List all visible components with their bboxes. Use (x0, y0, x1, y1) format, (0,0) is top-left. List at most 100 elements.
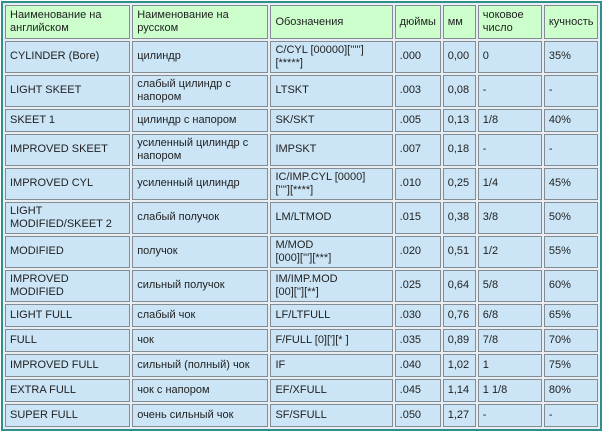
cell-mm: 1,14 (442, 378, 476, 402)
cell-designation: EF/XFULL (270, 378, 393, 402)
cell-russian: получок (132, 235, 269, 268)
cell-choke-number: 1/4 (477, 167, 542, 200)
cell-mm: 0,08 (442, 74, 476, 107)
table-row: SUPER FULL очень сильный чок SF/SFULL .050 1… (5, 403, 598, 427)
header-mm: мм (442, 5, 476, 39)
cell-english: EXTRA FULL (5, 378, 131, 402)
cell-inches: .035 (394, 328, 441, 352)
cell-mm: 0,76 (442, 303, 476, 327)
table-row: LIGHT MODIFIED/SKEET 2 слабый получок LM/L… (5, 201, 598, 234)
cell-choke-number: 1 1/8 (477, 378, 542, 402)
cell-english: LIGHT MODIFIED/SKEET 2 (5, 201, 131, 234)
header-inches: дюймы (394, 5, 441, 39)
cell-english: IMPROVED SKEET (5, 133, 131, 166)
cell-pattern: - (543, 403, 598, 427)
cell-inches: .005 (394, 108, 441, 132)
cell-pattern: 60% (543, 269, 598, 302)
cell-pattern: 70% (543, 328, 598, 352)
table-row: CYLINDER (Bore) цилиндр C/CYL [00000][''''… (5, 41, 598, 73)
cell-inches: .025 (394, 269, 441, 302)
header-pattern: кучность (543, 5, 598, 39)
cell-english: MODIFIED (5, 235, 131, 268)
cell-designation: IC/IMP.CYL [0000] [''''][****] (270, 167, 393, 200)
cell-pattern: - (543, 133, 598, 166)
cell-inches: .010 (394, 167, 441, 200)
cell-inches: .007 (394, 133, 441, 166)
cell-mm: 0,64 (442, 269, 476, 302)
cell-russian: усиленный цилиндр (132, 167, 269, 200)
cell-mm: 0,00 (442, 41, 476, 73)
table-row: IMPROVED CYL усиленный цилиндр IC/IMP.CYL … (5, 167, 598, 200)
cell-mm: 0,18 (442, 133, 476, 166)
table-row: IMPROVED MODIFIED сильный получок IM/IMP.M… (5, 269, 598, 302)
cell-choke-number: 6/8 (477, 303, 542, 327)
cell-english: IMPROVED FULL (5, 353, 131, 377)
cell-russian: слабый чок (132, 303, 269, 327)
cell-choke-number: 1/8 (477, 108, 542, 132)
cell-english: LIGHT SKEET (5, 74, 131, 107)
cell-mm: 0,13 (442, 108, 476, 132)
cell-designation: C/CYL [00000]['''''] [*****] (270, 41, 393, 73)
cell-designation: SF/SFULL (270, 403, 393, 427)
cell-pattern: 75% (543, 353, 598, 377)
cell-mm: 0,38 (442, 201, 476, 234)
cell-designation: LM/LTMOD (270, 201, 393, 234)
header-english: Наименование на английском (5, 5, 131, 39)
cell-designation: LTSKT (270, 74, 393, 107)
cell-inches: .020 (394, 235, 441, 268)
cell-english: LIGHT FULL (5, 303, 131, 327)
table-row: LIGHT FULL слабый чок LF/LTFULL .030 0,76 6/8… (5, 303, 598, 327)
cell-russian: сильный (полный) чок (132, 353, 269, 377)
header-russian: Наименование на русском (132, 5, 269, 39)
cell-choke-number: 5/8 (477, 269, 542, 302)
cell-russian: чок (132, 328, 269, 352)
cell-russian: очень сильный чок (132, 403, 269, 427)
cell-pattern: 80% (543, 378, 598, 402)
cell-pattern: 40% (543, 108, 598, 132)
table-row: MODIFIED получок M/MOD [000]['''][***] .020… (5, 235, 598, 268)
cell-choke-number: 1/2 (477, 235, 542, 268)
cell-pattern: 45% (543, 167, 598, 200)
cell-english: CYLINDER (Bore) (5, 41, 131, 73)
cell-designation: IM/IMP.MOD [00][''][**] (270, 269, 393, 302)
cell-designation: SK/SKT (270, 108, 393, 132)
cell-mm: 1,27 (442, 403, 476, 427)
cell-pattern: - (543, 74, 598, 107)
table-row: LIGHT SKEET слабый цилиндр с напором LTSKT… (5, 74, 598, 107)
cell-inches: .040 (394, 353, 441, 377)
cell-mm: 0,51 (442, 235, 476, 268)
cell-choke-number: - (477, 74, 542, 107)
cell-choke-number: - (477, 403, 542, 427)
cell-pattern: 50% (543, 201, 598, 234)
cell-russian: сильный получок (132, 269, 269, 302)
table-row: FULL чок F/FULL [0]['][* ] .035 0,89 7/8 70% (5, 328, 598, 352)
cell-designation: F/FULL [0]['][* ] (270, 328, 393, 352)
cell-russian: чок с напором (132, 378, 269, 402)
cell-inches: .003 (394, 74, 441, 107)
cell-inches: .050 (394, 403, 441, 427)
header-choke-number: чоковое число (477, 5, 542, 39)
cell-russian: цилиндр (132, 41, 269, 73)
cell-english: FULL (5, 328, 131, 352)
header-designation: Обозначения (270, 5, 393, 39)
table-row: SKEET 1 цилиндр с напором SK/SKT .005 0,13 1/… (5, 108, 598, 132)
cell-choke-number: 7/8 (477, 328, 542, 352)
table-body: CYLINDER (Bore) цилиндр C/CYL [00000][''''… (5, 41, 598, 427)
table-row: EXTRA FULL чок с напором EF/XFULL .045 1,14 1… (5, 378, 598, 402)
cell-choke-number: 0 (477, 41, 542, 73)
cell-inches: .000 (394, 41, 441, 73)
cell-inches: .045 (394, 378, 441, 402)
table-row: IMPROVED FULL сильный (полный) чок IF .040 1… (5, 353, 598, 377)
cell-russian: усиленный цилиндр с напором (132, 133, 269, 166)
cell-pattern: 35% (543, 41, 598, 73)
cell-inches: .015 (394, 201, 441, 234)
cell-designation: M/MOD [000]['''][***] (270, 235, 393, 268)
cell-russian: цилиндр с напором (132, 108, 269, 132)
header-row: Наименование на английском Наименование … (5, 5, 598, 39)
cell-choke-number: 1 (477, 353, 542, 377)
cell-designation: IF (270, 353, 393, 377)
cell-designation: LF/LTFULL (270, 303, 393, 327)
cell-choke-number: - (477, 133, 542, 166)
cell-mm: 1,02 (442, 353, 476, 377)
